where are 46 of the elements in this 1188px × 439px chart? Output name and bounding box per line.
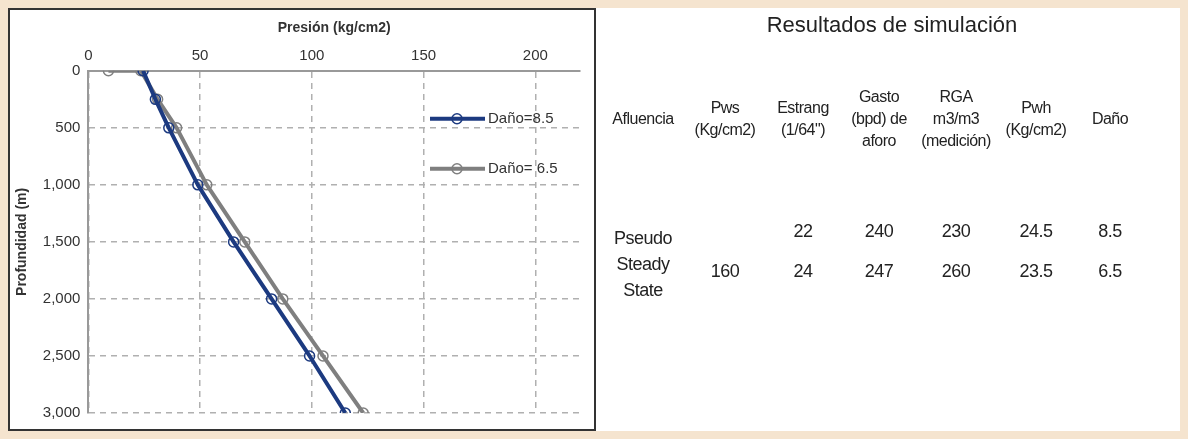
text: Daño — [1090, 109, 1130, 129]
point — [277, 293, 289, 305]
text: Estrang (1/64") — [776, 98, 830, 140]
text: 23.5 — [1018, 260, 1054, 283]
x-tick-label: 200 — [522, 45, 548, 63]
text: Gasto (bpd) de aforo — [850, 87, 908, 151]
x-tick-label: 0 — [84, 45, 93, 63]
x-axis-title: Presión (kg/cm2) — [277, 19, 391, 36]
point — [317, 350, 329, 362]
text: 24.5 — [1018, 220, 1054, 243]
text: 260 — [940, 260, 972, 283]
text: 6.5 — [1097, 260, 1123, 283]
text: 8.5 — [1097, 220, 1123, 243]
text: 240 — [863, 220, 895, 243]
y-axis-title: Profundidad (m) — [13, 187, 30, 296]
y-tick-label: 1,000 — [42, 175, 81, 193]
legend-label: Daño=8.5 — [488, 108, 554, 126]
text: 247 — [863, 260, 895, 283]
text: Pwh (Kg/cm2) — [1004, 98, 1068, 140]
x-tick-label: 150 — [411, 45, 437, 63]
point — [201, 179, 213, 191]
legend-label: Daño= 6.5 — [488, 158, 558, 176]
text: 160 — [709, 260, 741, 283]
text: Pws (Kg/cm2) — [693, 98, 757, 140]
point — [239, 236, 251, 248]
y-tick-label: 2,000 — [42, 289, 81, 307]
point — [265, 293, 278, 305]
point — [227, 236, 240, 248]
text: 22 — [792, 220, 814, 243]
x-tick-label: 50 — [191, 45, 209, 63]
text: Pseudo Steady State — [612, 227, 674, 302]
y-tick-label: 1,500 — [42, 232, 81, 250]
text: Resultados de simulación — [765, 12, 1019, 38]
point — [170, 122, 183, 134]
x-tick-label: 100 — [299, 45, 325, 63]
y-tick-label: 0 — [71, 60, 81, 78]
text: 230 — [940, 220, 972, 243]
y-tick-label: 2,500 — [42, 346, 81, 364]
y-tick-label: 500 — [55, 117, 81, 135]
point — [163, 122, 175, 134]
text: 24 — [792, 260, 814, 283]
text: Afluencia — [611, 109, 675, 129]
y-tick-label: 3,000 — [42, 403, 81, 421]
point — [303, 350, 316, 362]
point — [192, 179, 204, 191]
text: RGA m3/m3 (medición) — [920, 87, 992, 151]
